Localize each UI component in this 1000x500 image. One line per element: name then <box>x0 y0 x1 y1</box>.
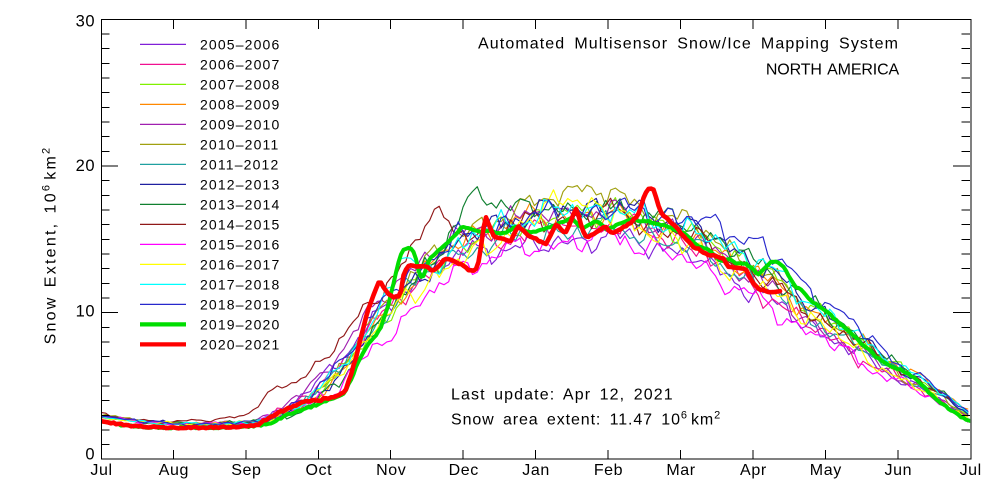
svg-text:Jul: Jul <box>90 462 112 479</box>
svg-text:Sep: Sep <box>231 462 261 479</box>
svg-text:May: May <box>810 462 842 479</box>
svg-text:2020–2021: 2020–2021 <box>200 337 280 353</box>
svg-text:2007–2008: 2007–2008 <box>200 77 280 93</box>
svg-text:Mar: Mar <box>666 462 695 479</box>
svg-text:Jan: Jan <box>522 462 550 479</box>
svg-text:Last update: Apr 12, 2021: Last update: Apr 12, 2021 <box>451 386 674 403</box>
svg-text:NORTH AMERICA: NORTH AMERICA <box>766 62 900 79</box>
svg-text:Jun: Jun <box>884 462 912 479</box>
svg-text:2008–2009: 2008–2009 <box>200 97 280 113</box>
svg-text:2009–2010: 2009–2010 <box>200 117 280 133</box>
svg-text:2019–2020: 2019–2020 <box>200 317 280 333</box>
svg-text:Nov: Nov <box>376 462 406 479</box>
svg-text:2016–2017: 2016–2017 <box>200 257 280 273</box>
svg-text:Snow Extent, 106km2: Snow Extent, 106km2 <box>41 146 60 345</box>
svg-text:Apr: Apr <box>740 462 767 479</box>
svg-text:Snow area extent: 11.47 106km2: Snow area extent: 11.47 106 km2 <box>451 409 721 428</box>
svg-text:2006–2007: 2006–2007 <box>200 57 280 73</box>
svg-text:20: 20 <box>76 157 95 175</box>
svg-text:2015–2016: 2015–2016 <box>200 237 280 253</box>
svg-text:Jul: Jul <box>960 462 982 479</box>
svg-text:10: 10 <box>76 303 95 321</box>
svg-text:2013–2014: 2013–2014 <box>200 197 280 213</box>
svg-text:Automated Multisensor Snow/Ic: Automated Multisensor Snow/Ice Mapping S… <box>478 35 899 52</box>
svg-text:Oct: Oct <box>305 462 332 479</box>
svg-text:30: 30 <box>76 13 95 31</box>
svg-text:2012–2013: 2012–2013 <box>200 177 280 193</box>
svg-text:2014–2015: 2014–2015 <box>200 217 280 233</box>
svg-text:2005–2006: 2005–2006 <box>200 37 280 53</box>
svg-text:2011–2012: 2011–2012 <box>200 157 279 173</box>
svg-text:2010–2011: 2010–2011 <box>200 137 279 153</box>
svg-text:0: 0 <box>85 446 95 464</box>
svg-text:Feb: Feb <box>594 462 623 479</box>
svg-text:2018–2019: 2018–2019 <box>200 297 280 313</box>
svg-text:2017–2018: 2017–2018 <box>200 277 280 293</box>
svg-text:Dec: Dec <box>449 462 479 479</box>
svg-text:Aug: Aug <box>159 462 189 479</box>
